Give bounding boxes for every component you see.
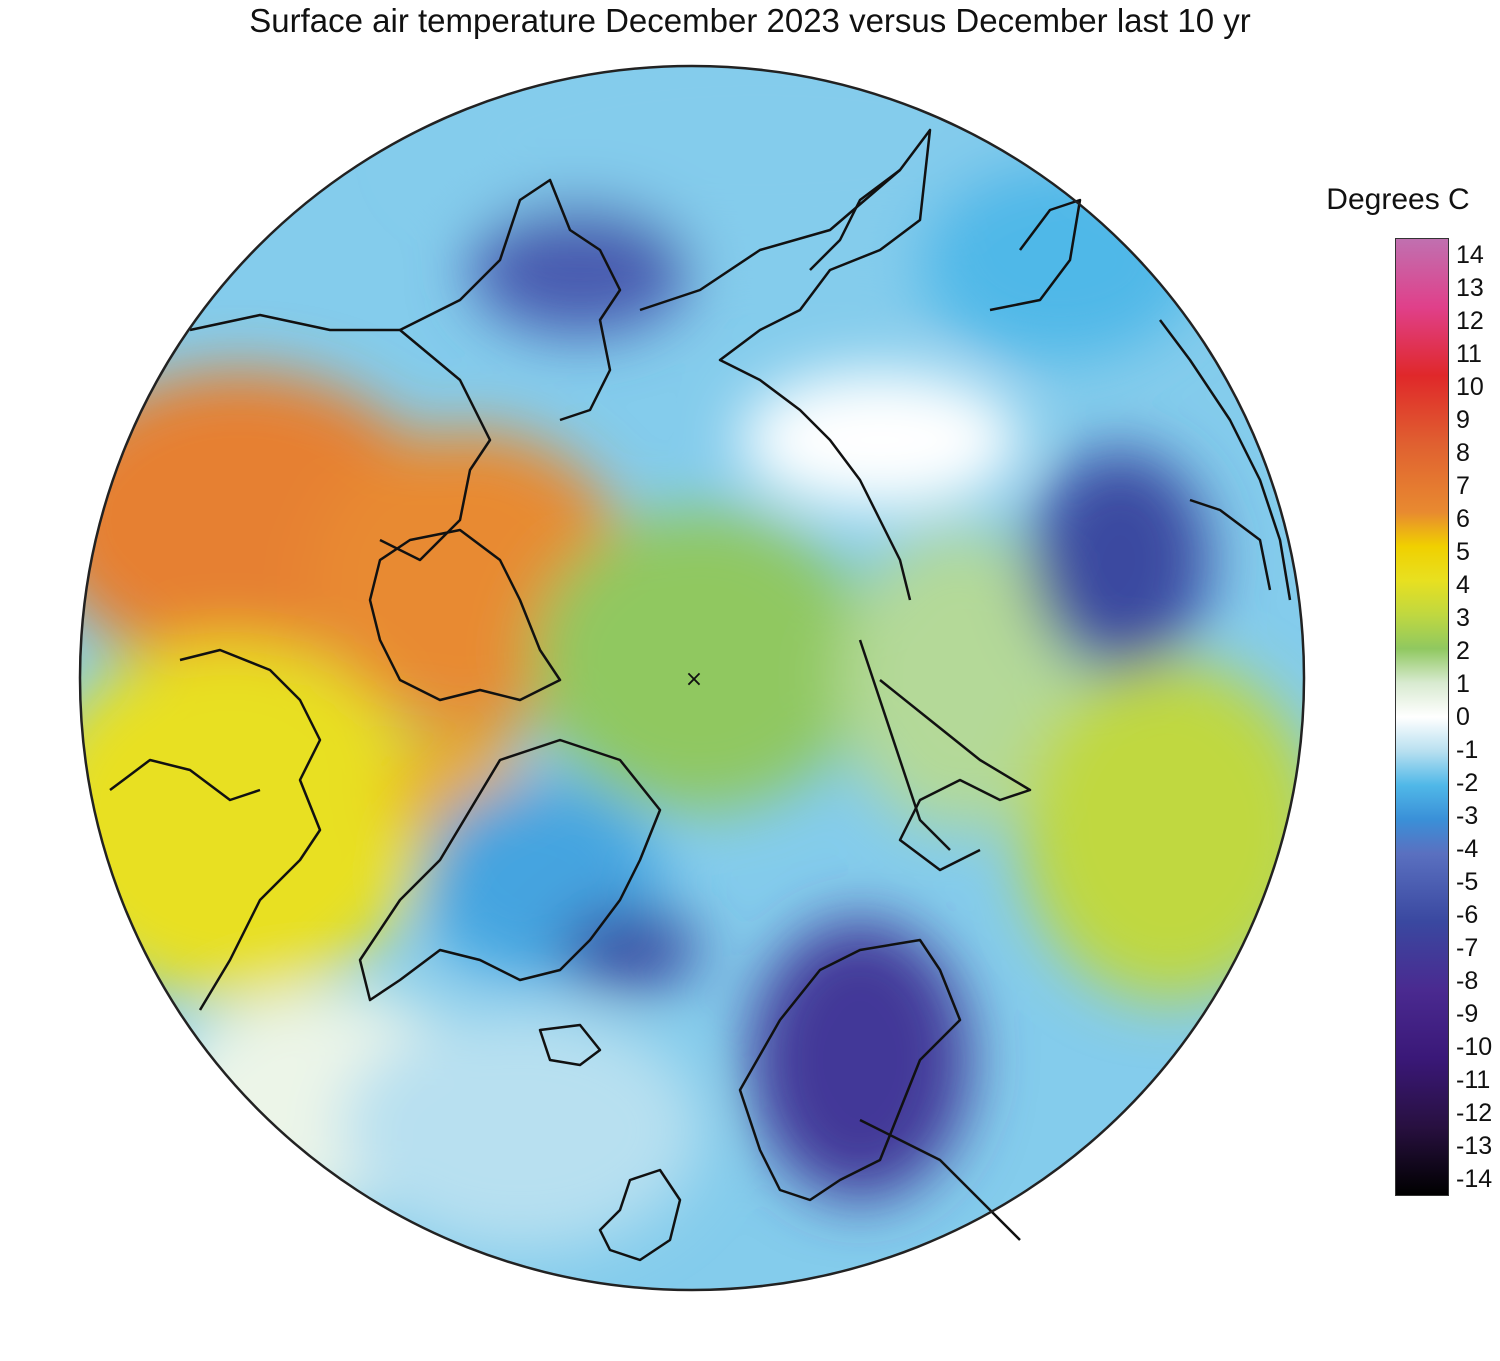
colorbar-tick-label: -7 bbox=[1456, 934, 1479, 963]
colorbar-tick-label: 13 bbox=[1456, 273, 1484, 302]
colorbar-tick-label: -9 bbox=[1456, 1000, 1479, 1029]
coastline-baltic bbox=[859, 1118, 1021, 1241]
map-boundary bbox=[78, 64, 1306, 1292]
colorbar-tick-label: 6 bbox=[1456, 504, 1470, 533]
anomaly-region-western-canada-south bbox=[80, 640, 430, 1000]
colorbar bbox=[1395, 238, 1449, 1196]
colorbar-tick-label: 14 bbox=[1456, 240, 1484, 269]
colorbar-tick-label: 4 bbox=[1456, 570, 1470, 599]
temperature-anomaly-field bbox=[80, 66, 1304, 1290]
colorbar-tick-label: -12 bbox=[1456, 1099, 1493, 1128]
colorbar-tick-label: 5 bbox=[1456, 537, 1470, 566]
colorbar-tick-label: 10 bbox=[1456, 372, 1484, 401]
coastline-caspian bbox=[1189, 498, 1272, 591]
coastlines bbox=[109, 128, 1292, 1262]
coastline-alaska bbox=[189, 313, 492, 562]
coastline-canada-west bbox=[179, 648, 322, 1011]
anomaly-region-central-siberia bbox=[1030, 450, 1210, 670]
colorbar-tick-label: -5 bbox=[1456, 868, 1479, 897]
anomaly-region-central-arctic-ocean bbox=[530, 510, 870, 810]
colorbar-tick-label: 3 bbox=[1456, 603, 1470, 632]
map-title: Surface air temperature December 2023 ve… bbox=[249, 2, 1251, 39]
anomaly-region-greenland-east-coast bbox=[560, 910, 700, 990]
coastline-british-isles bbox=[598, 1168, 682, 1262]
coastline-iceland bbox=[538, 1023, 602, 1067]
colorbar-tick-label: 9 bbox=[1456, 405, 1470, 434]
colorbar-tick-label: 7 bbox=[1456, 471, 1470, 500]
coastline-scandinavia bbox=[738, 938, 962, 1202]
coastline-east-asia bbox=[1159, 319, 1292, 601]
colorbar-tick-label: -13 bbox=[1456, 1132, 1493, 1161]
colorbar-tick-label: -14 bbox=[1456, 1165, 1493, 1194]
colorbar-ticks: 14 13 12 11 10 9 8 7 6 5 4 3 2 1 0 -1 -2 -3 -4 -5 -6 -7 -8 -9 -1… bbox=[1456, 238, 1500, 1196]
colorbar-tick-label: -3 bbox=[1456, 802, 1479, 831]
colorbar-tick-label: 0 bbox=[1456, 703, 1470, 731]
colorbar-tick-label: -4 bbox=[1456, 835, 1479, 864]
colorbar-tick-label: -10 bbox=[1456, 1033, 1493, 1062]
legend-title: Degrees C bbox=[1326, 183, 1470, 216]
colorbar-tick-label: 8 bbox=[1456, 438, 1470, 467]
coastline-siberia bbox=[639, 128, 932, 601]
anomaly-region-chukotka bbox=[470, 205, 690, 335]
anomaly-region-north-atlantic bbox=[340, 1010, 700, 1250]
coastline-novaya-zemlya bbox=[858, 639, 951, 851]
coastline-japan-side bbox=[989, 198, 1082, 312]
anomaly-region-east-siberian-sea bbox=[740, 370, 1020, 510]
colorbar-tick-label: 2 bbox=[1456, 636, 1470, 665]
colorbar-tick-label: -1 bbox=[1456, 736, 1479, 765]
colorbar-tick-label: 1 bbox=[1456, 669, 1470, 698]
anomaly-region-western-russia bbox=[1020, 660, 1304, 1000]
colorbar-tick-label: -2 bbox=[1456, 769, 1479, 798]
colorbar-tick-label: -8 bbox=[1456, 967, 1479, 996]
north-pole-marker: × bbox=[685, 667, 703, 692]
coastline-archipelago bbox=[368, 528, 562, 702]
colorbar-tick-label: -11 bbox=[1456, 1066, 1491, 1095]
coastline-kamchatka bbox=[809, 169, 901, 271]
anomaly-region-kara-barents-seas bbox=[840, 530, 1080, 830]
coastline-chukotka bbox=[399, 178, 622, 422]
coastline-hudson-bay bbox=[109, 758, 261, 802]
coastline-russia-north bbox=[879, 679, 1032, 872]
polar-temperature-map: × bbox=[78, 64, 1306, 1292]
colorbar-tick-label: 12 bbox=[1456, 306, 1484, 335]
colorbar-tick-label: 11 bbox=[1456, 339, 1482, 368]
coastline-greenland bbox=[358, 738, 662, 1002]
colorbar-tick-label: -6 bbox=[1456, 901, 1479, 930]
